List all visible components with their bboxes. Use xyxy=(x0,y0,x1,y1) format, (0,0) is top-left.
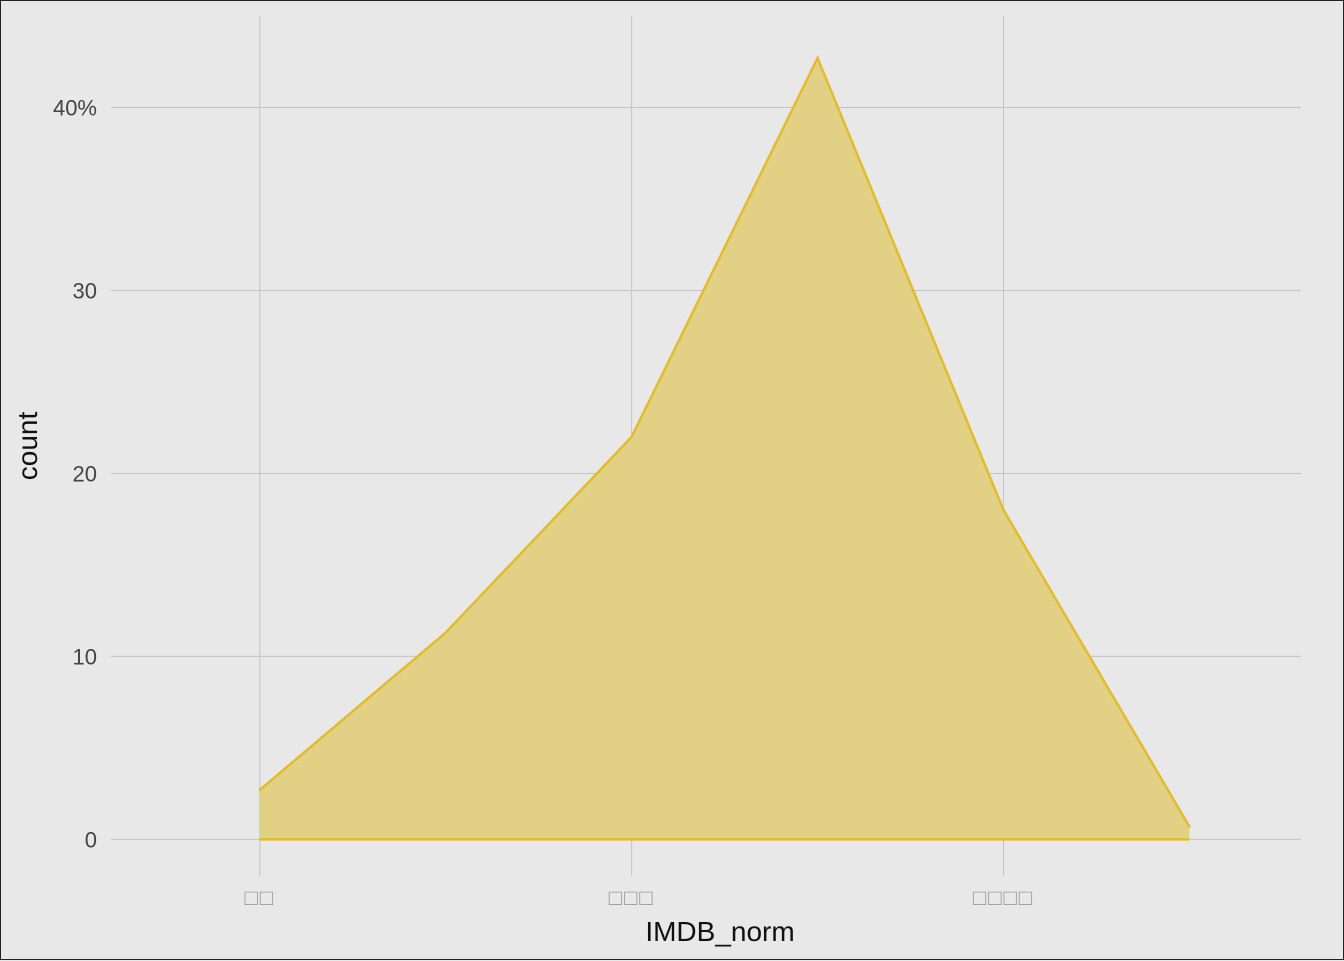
x-tick-label: □□□□ xyxy=(973,885,1034,910)
area-fill xyxy=(259,58,1190,840)
x-tick-label: □□□ xyxy=(609,885,655,910)
y-tick-label: 0 xyxy=(85,827,97,852)
data-point xyxy=(630,435,633,439)
data-point xyxy=(1002,508,1005,512)
x-axis-ticks: □□ □□□ □□□□ xyxy=(244,885,1034,910)
x-axis-title: IMDB_norm xyxy=(645,916,794,947)
data-point xyxy=(258,788,261,792)
y-tick-label: 30 xyxy=(73,278,97,303)
x-tick-label: □□ xyxy=(244,885,275,910)
y-axis-ticks: 0 10 20 30 40% xyxy=(53,95,97,852)
y-tick-label: 10 xyxy=(73,644,97,669)
y-axis-title: count xyxy=(12,412,43,481)
data-point xyxy=(444,631,447,634)
area-layer xyxy=(258,55,1191,841)
y-tick-label: 40% xyxy=(53,95,97,120)
data-point xyxy=(1188,825,1191,828)
area-outline xyxy=(258,55,1191,828)
data-point xyxy=(816,56,819,60)
y-tick-label: 20 xyxy=(73,461,97,486)
